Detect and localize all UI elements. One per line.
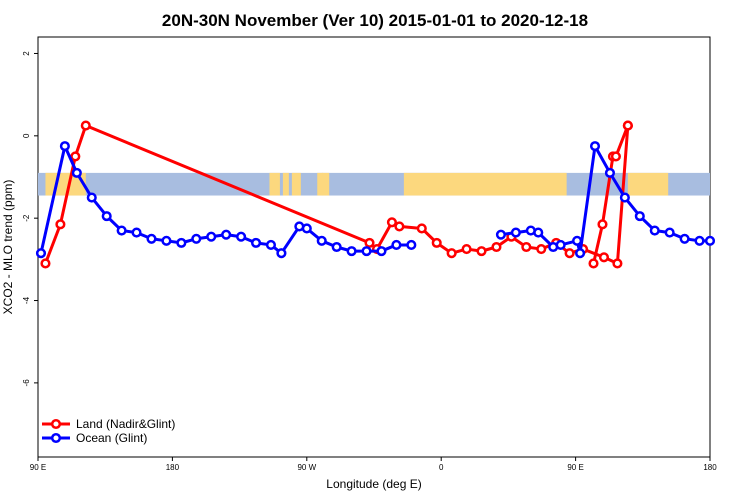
data-point [316,235,327,246]
data-point [40,258,51,269]
land-band-segment [282,172,289,196]
x-tick-label: 90 E [567,463,583,472]
land-ocean-band [38,172,710,196]
series-group [35,120,716,269]
land-band-segment [403,172,567,196]
data-point [391,239,402,250]
data-point [55,219,66,230]
data-point [679,233,690,244]
x-tick-label: 0 [439,463,444,472]
data-point [555,239,566,250]
data-point [536,244,547,255]
plot-frame [37,36,711,458]
data-point [80,120,91,131]
data-point [116,225,127,236]
data-point [176,237,187,248]
data-point [649,225,660,236]
data-point [588,258,599,269]
data-point [131,227,142,238]
y-axis-label: XCO2 - MLO trend (ppm) [1,180,15,315]
chart-title: 20N-30N November (Ver 10) 2015-01-01 to … [162,11,588,30]
data-point [461,244,472,255]
legend-marker [50,418,62,430]
x-tick-label: 180 [166,463,180,472]
x-tick-label: 90 W [297,463,316,472]
x-tick-label: 90 E [30,463,46,472]
data-point [386,217,397,228]
data-point [406,239,417,250]
x-axis-label: Longitude (deg E) [326,477,421,491]
land-band-segment [321,172,330,196]
data-point [301,223,312,234]
data-point [416,223,427,234]
data-point [146,233,157,244]
data-point [250,237,262,248]
data-point [221,229,232,240]
data-point [564,248,575,259]
data-point [376,246,387,257]
data-point [206,231,217,242]
data-point [634,211,645,222]
data-point [597,219,608,230]
data-point [446,248,457,259]
data-point [476,246,487,257]
legend-label: Land (Nadir&Glint) [76,417,175,431]
data-point [694,235,705,246]
axis-ticks: 90 E 180 90 W 0 90 E 180 2 0 -2 -4 -6 [22,51,717,472]
y-tick-label: 0 [22,133,31,138]
data-point [236,231,247,242]
data-point [533,227,544,238]
data-point [394,221,405,232]
legend-label: Ocean (Glint) [76,431,147,445]
legend-marker [50,432,62,444]
land-band-segment [269,172,280,196]
data-point [589,141,601,152]
y-tick-label: -2 [22,214,31,222]
data-point [431,237,442,248]
data-point [495,229,506,240]
data-point [598,252,610,263]
data-point [619,192,630,203]
data-point [101,211,112,222]
data-point [86,192,97,203]
data-point [610,151,621,162]
data-point [70,151,81,162]
y-tick-label: -4 [22,296,31,304]
data-point [361,246,372,257]
data-point [276,248,287,259]
data-point [191,233,202,244]
data-point [704,235,716,246]
land-band-segment [627,172,669,196]
data-point [59,141,70,152]
land-band-segment [317,172,324,196]
data-point [346,246,357,257]
data-point [364,237,375,248]
data-point [161,235,172,246]
data-point [664,227,675,238]
data-point [604,167,615,178]
data-point [35,248,47,259]
data-point [622,120,633,131]
data-point [71,167,82,178]
data-point [510,227,521,238]
land-band-segment [291,172,301,196]
data-point [265,239,277,250]
x-tick-label: 180 [703,463,717,472]
data-point [575,248,586,259]
y-tick-label: 2 [22,51,31,56]
data-point [491,241,502,253]
data-point [572,235,583,246]
data-point [521,241,532,253]
data-point [331,241,342,253]
data-point [612,258,623,269]
legend: Land (Nadir&Glint)Ocean (Glint) [42,417,175,445]
y-tick-label: -6 [22,379,31,387]
